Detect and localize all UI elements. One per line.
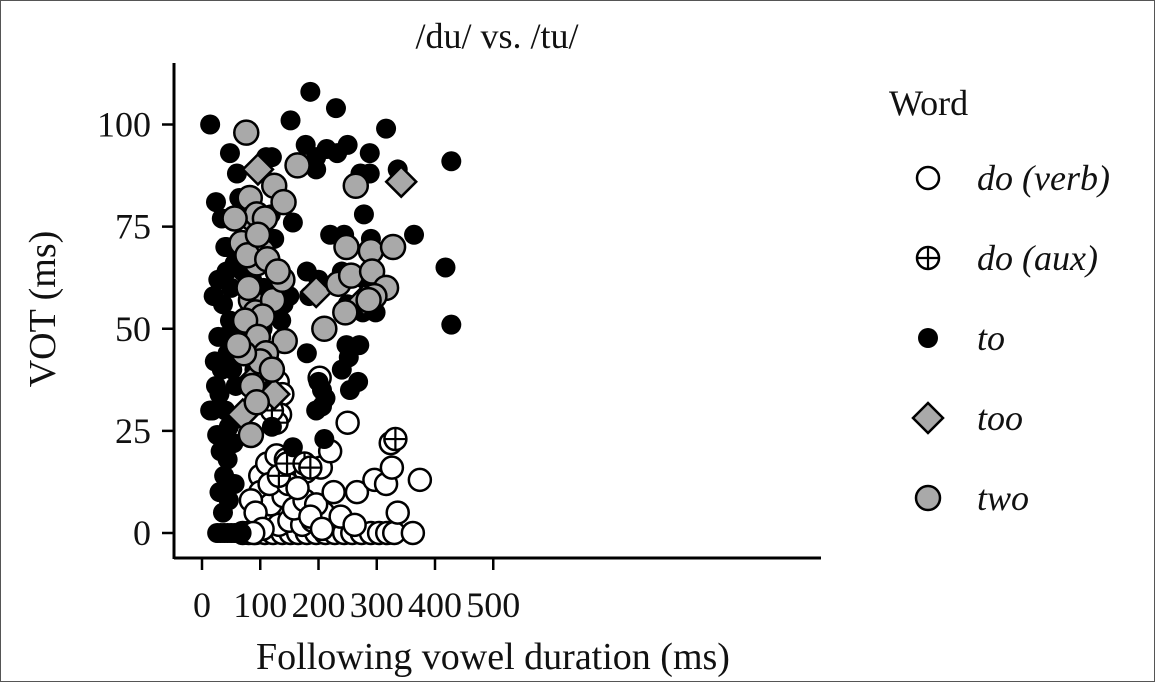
point-to (271, 310, 292, 331)
x-axis-label: Following vowel duration (ms) (256, 636, 730, 678)
point-two (332, 299, 359, 326)
point-do-verb (400, 520, 426, 546)
x-tick-label: 500 (466, 585, 520, 625)
point-to (331, 359, 352, 380)
legend-label-do-aux: do (aux) (977, 238, 1098, 278)
point-two (284, 152, 311, 179)
point-to (212, 502, 233, 523)
point-to (300, 81, 321, 102)
y-tick-label: 75 (115, 207, 151, 247)
point-to (315, 388, 336, 409)
y-axis-ticks: 0 25 50 75 100 (97, 105, 174, 553)
point-to (200, 400, 221, 421)
chart-title: /du/ vs. /tu/ (415, 16, 578, 56)
point-to (203, 286, 224, 307)
point-to (325, 98, 346, 119)
point-do-verb (379, 455, 405, 480)
legend-key-do-verb (915, 165, 941, 191)
point-two (233, 119, 260, 146)
x-tick-label: 400 (408, 585, 462, 625)
point-two (311, 315, 338, 342)
point-two (342, 172, 370, 200)
point-to (435, 257, 456, 278)
point-two (224, 331, 252, 359)
legend-label-too: too (977, 398, 1023, 438)
legend-key-two (914, 484, 942, 512)
point-do-verb (309, 516, 335, 542)
x-tick-label: 200 (292, 585, 346, 625)
x-tick-label: 100 (233, 585, 287, 625)
point-to (210, 441, 231, 462)
point-two (355, 286, 382, 314)
legend-key-to (918, 328, 938, 348)
point-two (244, 221, 272, 249)
point-to (320, 224, 341, 245)
point-to (339, 380, 360, 401)
point-to (376, 118, 397, 139)
point-two (379, 233, 407, 261)
point-to (261, 416, 282, 437)
point-to (282, 437, 303, 458)
point-to (200, 114, 221, 135)
x-tick-label: 300 (350, 585, 404, 625)
legend-label-do-verb: do (verb) (977, 158, 1110, 198)
point-to (349, 335, 370, 356)
point-two (235, 274, 262, 302)
point-two (221, 205, 248, 232)
point-to (280, 110, 301, 131)
point-do-verb (385, 500, 410, 525)
point-to (296, 343, 317, 364)
point-to (441, 314, 462, 335)
point-too (384, 164, 418, 199)
point-two (264, 258, 291, 285)
point-to (359, 143, 380, 164)
point-to (353, 204, 374, 225)
point-to (205, 375, 226, 396)
point-to (404, 224, 425, 245)
point-two (271, 327, 298, 355)
point-to (282, 212, 303, 233)
point-two (333, 233, 360, 261)
point-two (270, 188, 297, 216)
legend: Word do (verb) do (aux) to too two (889, 83, 1110, 518)
y-tick-label: 50 (115, 309, 151, 349)
point-do-verb (285, 475, 310, 501)
point-two (243, 389, 271, 416)
legend-label-to: to (977, 318, 1005, 358)
point-do-verb (321, 479, 346, 505)
point-to (441, 151, 462, 172)
point-to (226, 163, 247, 184)
point-do-verb (407, 467, 433, 493)
x-tick-label: 0 (193, 585, 211, 625)
point-do-aux (298, 455, 323, 480)
y-tick-label: 0 (133, 513, 151, 553)
point-do-aux (383, 426, 408, 452)
legend-label-two: two (977, 478, 1029, 518)
legend-key-do-aux (915, 245, 941, 271)
y-tick-label: 100 (97, 105, 151, 145)
point-to (224, 473, 245, 494)
point-do-verb (335, 410, 360, 435)
point-do-verb (342, 512, 367, 538)
y-axis-label: VOT (ms) (22, 231, 64, 388)
point-to (306, 159, 327, 180)
point-to (208, 269, 229, 290)
point-two (237, 421, 265, 449)
scatter-points (200, 81, 462, 546)
point-two (258, 356, 286, 383)
point-to (337, 134, 358, 155)
legend-key-too (911, 401, 945, 435)
point-do-verb (344, 479, 370, 505)
point-to (219, 143, 240, 164)
x-axis-ticks: 0 100 200 300 400 500 (193, 558, 520, 625)
y-tick-label: 25 (115, 411, 151, 451)
point-to (205, 192, 226, 213)
legend-title: Word (889, 83, 968, 123)
point-to (231, 523, 252, 543)
point-to (314, 429, 335, 450)
point-to (316, 139, 337, 160)
